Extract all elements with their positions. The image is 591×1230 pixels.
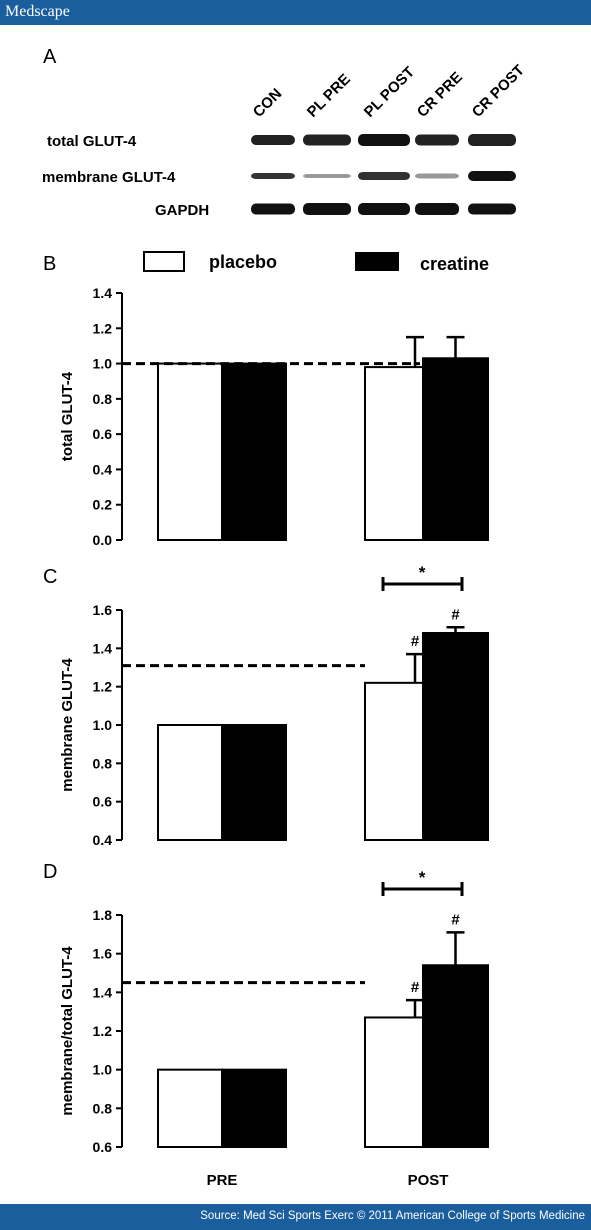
- x-category-label: PRE: [207, 1172, 238, 1189]
- panel-letter-B: B: [43, 253, 56, 275]
- legend-swatch-placebo: [143, 251, 185, 272]
- y-tick-label: 1.2: [93, 320, 113, 336]
- blot-band: [415, 134, 459, 146]
- lane-label: CON: [250, 85, 286, 121]
- blot-band: [303, 174, 351, 178]
- source-credit: Source: Med Sci Sports Exerc © 2011 Amer…: [200, 1210, 585, 1222]
- significance-star: *: [419, 563, 426, 582]
- header-bar: Medscape: [0, 0, 591, 25]
- blot-band: [358, 203, 410, 215]
- y-tick-label: 1.4: [93, 640, 113, 656]
- bar-creatine-POST: [422, 632, 489, 841]
- y-tick-label: 1.0: [93, 717, 113, 733]
- y-tick-label: 1.2: [93, 1023, 113, 1039]
- y-tick-label: 1.4: [93, 285, 113, 301]
- y-tick-label: 1.8: [93, 907, 113, 923]
- bar-placebo-PRE: [157, 724, 223, 841]
- blot-band: [251, 135, 295, 145]
- y-axis-label: membrane GLUT-4: [59, 658, 76, 792]
- significance-mark: #: [411, 633, 420, 650]
- blot-band: [415, 173, 459, 179]
- blot-band: [468, 171, 516, 181]
- bar-creatine-PRE: [221, 1068, 287, 1148]
- bar-placebo-PRE: [157, 362, 223, 542]
- x-category-label: POST: [408, 1172, 449, 1189]
- significance-star: *: [419, 868, 426, 887]
- brand-logo: Medscape: [5, 3, 70, 20]
- footer-bar: Source: Med Sci Sports Exerc © 2011 Amer…: [0, 1204, 591, 1230]
- y-tick-label: 0.4: [93, 461, 113, 477]
- y-tick-label: 0.8: [93, 755, 113, 771]
- significance-mark: #: [451, 911, 460, 928]
- bar-placebo-POST: [364, 681, 424, 841]
- bar-placebo-POST: [364, 1016, 424, 1149]
- y-tick-label: 1.6: [93, 946, 113, 962]
- bar-placebo-POST: [364, 366, 424, 541]
- y-tick-label: 0.6: [93, 426, 113, 442]
- panel-letter-C: C: [43, 566, 57, 588]
- y-tick-label: 1.2: [93, 679, 113, 695]
- y-tick-label: 0.0: [93, 532, 113, 548]
- y-tick-label: 0.8: [93, 391, 113, 407]
- panel-letter-D: D: [43, 861, 57, 883]
- y-tick-label: 0.2: [93, 497, 113, 513]
- blot-row-label: membrane GLUT-4: [42, 169, 176, 186]
- lane-label: PL PRE: [304, 71, 354, 121]
- bar-creatine-POST: [422, 964, 489, 1148]
- blot-band: [468, 134, 516, 146]
- blot-band: [303, 203, 351, 215]
- lane-label: CR POST: [469, 62, 528, 121]
- blot-band: [358, 172, 410, 180]
- blot-band: [303, 134, 351, 146]
- blot-band: [251, 173, 295, 179]
- y-tick-label: 1.4: [93, 984, 113, 1000]
- y-tick-label: 0.4: [93, 832, 113, 848]
- y-tick-label: 1.6: [93, 602, 113, 618]
- blot-row-label: total GLUT-4: [47, 133, 137, 150]
- lane-label: PL POST: [361, 64, 418, 121]
- y-tick-label: 1.0: [93, 356, 113, 372]
- significance-mark: #: [451, 606, 460, 623]
- y-tick-label: 0.6: [93, 794, 113, 810]
- significance-mark: #: [411, 979, 420, 996]
- bar-creatine-POST: [422, 357, 489, 541]
- legend-swatch-creatine: [355, 252, 399, 271]
- bar-placebo-PRE: [157, 1068, 223, 1148]
- lane-label: CR PRE: [414, 69, 466, 121]
- blot-band: [468, 203, 516, 215]
- legend-label-creatine: creatine: [420, 254, 489, 274]
- y-axis-label: membrane/total GLUT-4: [59, 946, 76, 1116]
- legend-label-placebo: placebo: [209, 252, 277, 272]
- blot-row-label: GAPDH: [155, 202, 209, 219]
- bar-creatine-PRE: [221, 724, 287, 841]
- blot-band: [251, 203, 295, 215]
- y-axis-label: total GLUT-4: [59, 371, 76, 461]
- y-tick-label: 0.8: [93, 1100, 113, 1116]
- blot-band: [415, 203, 459, 215]
- y-tick-label: 0.6: [93, 1139, 113, 1155]
- y-tick-label: 1.0: [93, 1062, 113, 1078]
- panel-letter-A: A: [43, 46, 57, 68]
- bar-creatine-PRE: [221, 362, 287, 542]
- blot-band: [358, 134, 410, 146]
